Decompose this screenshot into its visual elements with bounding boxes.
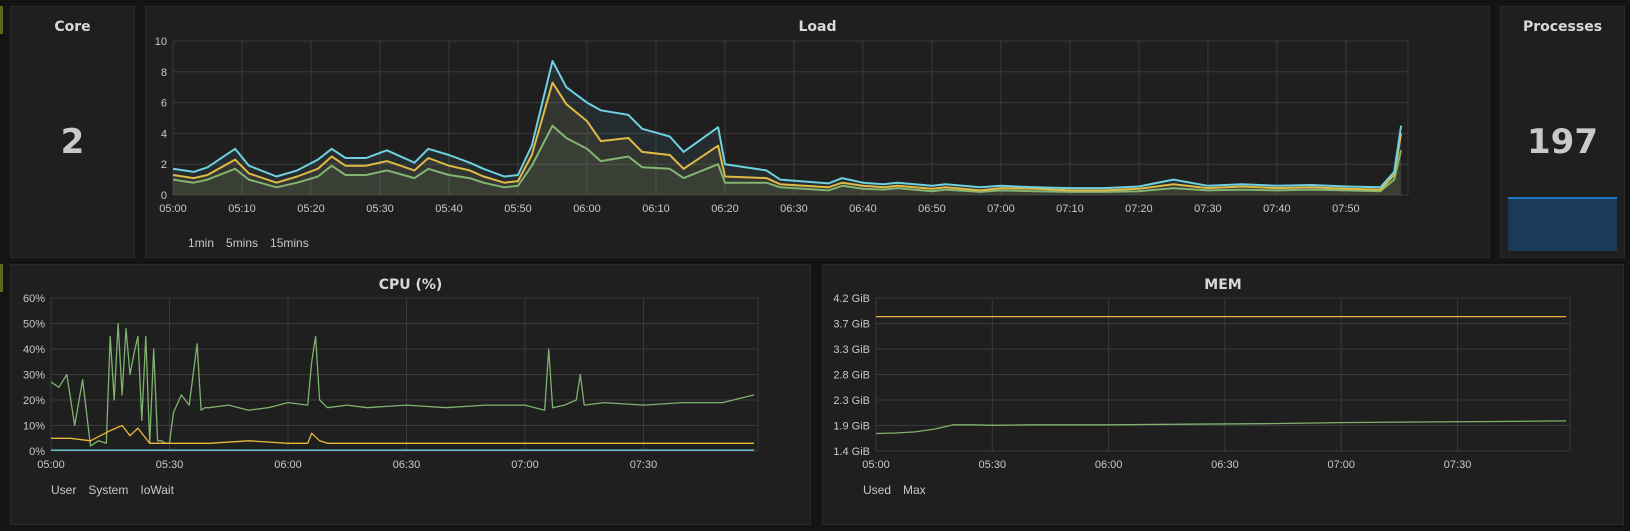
series-line-1min [172, 124, 1403, 193]
x-tick-label: 05:00 [37, 459, 65, 471]
y-tick-label: 3.3 GiB [833, 344, 870, 356]
x-tick-label: 07:30 [1194, 203, 1222, 215]
series-area-1min [173, 125, 1402, 195]
x-tick-label: 06:50 [918, 203, 946, 215]
legend-item-1min[interactable]: 1min [188, 236, 215, 250]
load-chart: 0 2 4 6 8 10 05:00 05:10 05:20 05:30 05:40 05:50 06:… [155, 36, 1409, 215]
legend-item-iowait[interactable]: IoWait [140, 483, 174, 497]
y-tick-label: 10% [23, 421, 45, 433]
cpu-panel[interactable]: CPU (%) 0% 10% 20% 30% 40% 50% 60% 05:00 05:30 06… [10, 264, 811, 525]
series-line-user [50, 322, 755, 447]
x-tick-label: 05:00 [862, 459, 890, 471]
x-tick-label: 07:10 [1056, 203, 1084, 215]
x-tick-label: 07:50 [1332, 203, 1360, 215]
cpu-panel-title[interactable]: CPU (%) [378, 277, 443, 293]
x-tick-label: 06:30 [780, 203, 808, 215]
x-tick-label: 05:30 [156, 459, 184, 471]
mem-legend: Used Max [863, 483, 926, 497]
y-tick-label: 2.3 GiB [833, 395, 870, 407]
y-tick-label: 20% [23, 395, 45, 407]
x-tick-label: 05:00 [159, 203, 187, 215]
x-tick-label: 06:00 [274, 459, 302, 471]
x-tick-label: 05:50 [504, 203, 532, 215]
series-line-5mins [172, 81, 1403, 192]
processes-panel-title[interactable]: Processes [1522, 19, 1603, 35]
y-tick-label: 6 [161, 98, 167, 110]
y-tick-label: 60% [23, 293, 45, 305]
x-tick-label: 05:40 [435, 203, 463, 215]
y-tick-label: 8 [161, 67, 167, 79]
row-marker-top [0, 6, 3, 34]
legend-item-max[interactable]: Max [903, 483, 926, 497]
processes-panel[interactable]: Processes 197 [1500, 6, 1625, 258]
y-tick-label: 40% [23, 344, 45, 356]
row-marker-bottom [0, 264, 3, 292]
processes-sparkline [1508, 197, 1617, 251]
series-area-15mins [173, 61, 1402, 195]
x-tick-label: 05:10 [228, 203, 256, 215]
legend-item-15mins[interactable]: 15mins [270, 236, 309, 250]
y-tick-label: 50% [23, 319, 45, 331]
x-tick-label: 07:00 [1327, 459, 1355, 471]
legend-item-system[interactable]: System [88, 483, 129, 497]
y-tick-label: 0% [29, 446, 45, 458]
y-tick-label: 3.7 GiB [833, 319, 870, 331]
x-tick-label: 06:30 [393, 459, 421, 471]
series-line-system [51, 424, 755, 444]
y-tick-label: 10 [155, 36, 167, 48]
x-tick-label: 06:20 [711, 203, 739, 215]
cpu-legend: User System IoWait [51, 483, 174, 497]
mem-panel-title[interactable]: MEM [1204, 277, 1242, 293]
y-tick-label: 1.4 GiB [833, 446, 870, 458]
x-tick-label: 06:00 [573, 203, 601, 215]
mem-panel[interactable]: MEM 1.4 GiB 1.9 GiB 2.3 GiB 2.8 GiB 3.3 GiB 3… [822, 264, 1624, 525]
x-tick-label: 05:30 [366, 203, 394, 215]
load-panel-title[interactable]: Load [798, 19, 837, 35]
x-tick-label: 06:10 [642, 203, 670, 215]
mem-chart: 1.4 GiB 1.9 GiB 2.3 GiB 2.8 GiB 3.3 GiB 3.7 G… [833, 293, 1571, 471]
x-tick-label: 07:40 [1263, 203, 1291, 215]
x-tick-label: 05:20 [297, 203, 325, 215]
y-tick-label: 4 [161, 128, 167, 140]
x-tick-label: 07:30 [630, 459, 658, 471]
x-tick-label: 05:30 [979, 459, 1007, 471]
cpu-chart: 0% 10% 20% 30% 40% 50% 60% 05:00 05:30 06:00 06:30… [23, 293, 759, 471]
x-tick-label: 07:00 [987, 203, 1015, 215]
y-tick-label: 1.9 GiB [833, 421, 870, 433]
load-legend: 1min 5mins 15mins [188, 236, 309, 250]
y-tick-label: 2 [161, 159, 167, 171]
legend-item-5mins[interactable]: 5mins [226, 236, 259, 250]
core-value: 2 [60, 122, 85, 162]
legend-item-user[interactable]: User [51, 483, 77, 497]
series-line-15mins [172, 60, 1403, 190]
x-tick-label: 07:30 [1444, 459, 1472, 471]
x-tick-label: 07:20 [1125, 203, 1153, 215]
x-tick-label: 06:40 [849, 203, 877, 215]
series-area-5mins [173, 82, 1402, 195]
processes-value: 197 [1527, 122, 1598, 162]
legend-item-used[interactable]: Used [863, 483, 892, 497]
y-tick-label: 2.8 GiB [833, 370, 870, 382]
y-tick-label: 4.2 GiB [833, 293, 870, 305]
core-panel-title[interactable]: Core [54, 19, 91, 35]
core-panel[interactable]: Core 2 [10, 6, 135, 258]
y-tick-label: 0 [161, 190, 167, 202]
y-tick-label: 30% [23, 370, 45, 382]
load-panel[interactable]: Load 0 2 4 6 8 10 05:00 05:10 05:20 05:30 05:40 05:… [145, 6, 1490, 258]
series-line-used [875, 420, 1567, 435]
x-tick-label: 06:30 [1211, 459, 1239, 471]
x-tick-label: 06:00 [1095, 459, 1123, 471]
x-tick-label: 07:00 [511, 459, 539, 471]
